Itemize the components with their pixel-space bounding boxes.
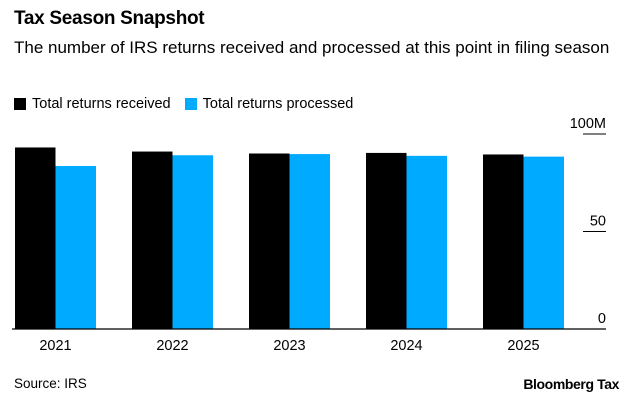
legend-swatch-processed bbox=[184, 98, 197, 110]
bar-processed-2021 bbox=[55, 165, 96, 329]
legend-label-received: Total returns received bbox=[32, 96, 171, 112]
x-tick-label: 2024 bbox=[390, 338, 422, 354]
bar-received-2025 bbox=[483, 154, 524, 329]
bar-received-2022 bbox=[132, 151, 173, 329]
legend-label-processed: Total returns processed bbox=[202, 96, 354, 112]
brand-logo: Bloomberg Tax bbox=[523, 376, 619, 392]
chart-subtitle: The number of IRS returns received and p… bbox=[14, 38, 610, 57]
legend: Total returns received Total returns pro… bbox=[14, 96, 353, 112]
y-tick-label: 100M bbox=[570, 116, 606, 132]
x-tick-label: 2023 bbox=[273, 338, 305, 354]
legend-swatch-received bbox=[14, 98, 26, 110]
bar-processed-2022 bbox=[172, 155, 213, 329]
y-tick-label: 0 bbox=[598, 311, 606, 327]
chart-title: Tax Season Snapshot bbox=[14, 8, 205, 29]
bar-processed-2023 bbox=[289, 154, 330, 329]
legend-item-processed: Total returns processed bbox=[184, 96, 354, 112]
bar-received-2021 bbox=[15, 147, 56, 329]
bar-received-2023 bbox=[249, 153, 290, 329]
bar-processed-2024 bbox=[406, 155, 447, 329]
bar-received-2024 bbox=[366, 152, 407, 329]
x-tick-label: 2025 bbox=[507, 338, 539, 354]
legend-item-received: Total returns received bbox=[14, 96, 171, 112]
bar-processed-2025 bbox=[523, 156, 564, 329]
x-tick-label: 2021 bbox=[39, 338, 71, 354]
source-note: Source: IRS bbox=[14, 376, 87, 391]
y-tick-label: 50 bbox=[590, 214, 606, 230]
x-tick-label: 2022 bbox=[156, 338, 188, 354]
